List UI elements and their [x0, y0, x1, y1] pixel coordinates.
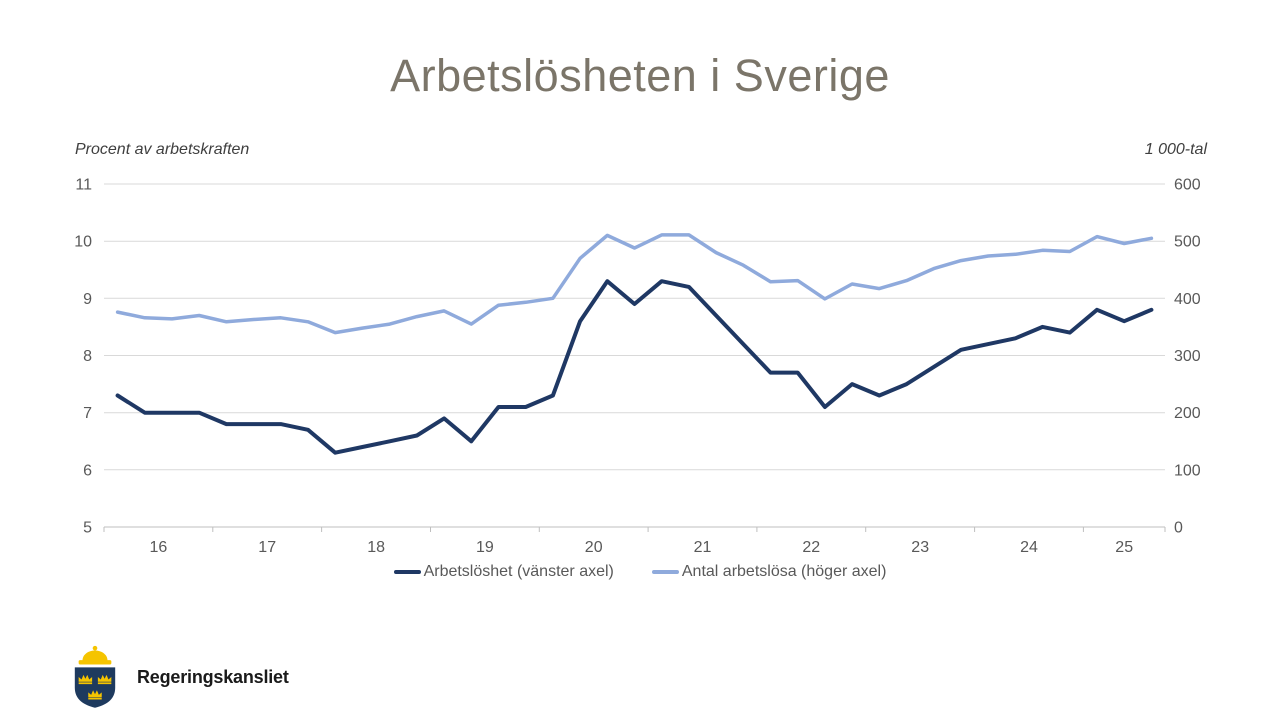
series-line-unemployed-count	[115, 233, 1154, 335]
x-axis-label: 18	[367, 539, 385, 556]
left-axis-tick: 8	[83, 348, 92, 365]
right-axis-tick: 500	[1174, 234, 1201, 251]
x-axis-label: 21	[694, 539, 712, 556]
right-axis-title: 1 000-tal	[1144, 141, 1207, 158]
chart-legend: Arbetslöshet (vänster axel) Antal arbets…	[0, 563, 1280, 581]
legend-swatch-navy-line-icon	[393, 570, 421, 574]
right-axis-tick: 300	[1174, 348, 1201, 365]
right-axis-tick: 600	[1174, 177, 1201, 194]
coat-of-arms-icon	[74, 645, 116, 708]
left-axis-tick: 6	[83, 462, 92, 479]
x-axis-label: 25	[1115, 539, 1133, 556]
page-title: Arbetslösheten i Sverige	[390, 50, 890, 101]
x-axis-label: 23	[911, 539, 929, 556]
x-axis-label: 19	[476, 539, 494, 556]
x-axis-label: 20	[585, 539, 603, 556]
right-axis-tick: 0	[1174, 520, 1183, 537]
x-axis-label: 16	[150, 539, 168, 556]
series-line-unemployment-rate	[115, 279, 1154, 455]
legend-item-unemployment-rate: Arbetslöshet (vänster axel)	[393, 563, 614, 581]
right-axis-tick: 400	[1174, 291, 1201, 308]
logo-wordmark: Regeringskansliet	[137, 666, 289, 687]
right-axis-tick: 100	[1174, 462, 1201, 479]
x-axis-label: 24	[1020, 539, 1038, 556]
x-axis-label: 22	[802, 539, 820, 556]
government-logo: Regeringskansliet	[70, 645, 289, 709]
legend-label-unemployed-count: Antal arbetslösa (höger axel)	[681, 563, 887, 580]
legend-item-unemployed-count: Antal arbetslösa (höger axel)	[651, 563, 887, 581]
right-axis-tick: 200	[1174, 405, 1201, 422]
left-axis-tick: 11	[75, 177, 92, 194]
legend-swatch-lightblue-line-icon	[651, 570, 679, 574]
left-axis-title: Procent av arbetskraften	[75, 141, 250, 158]
left-axis-tick: 7	[83, 405, 92, 422]
left-axis-tick: 5	[83, 520, 92, 537]
legend-label-unemployment-rate: Arbetslöshet (vänster axel)	[423, 563, 614, 580]
left-axis-tick: 9	[83, 291, 92, 308]
left-axis-tick: 10	[74, 234, 92, 251]
x-axis-label: 17	[258, 539, 276, 556]
